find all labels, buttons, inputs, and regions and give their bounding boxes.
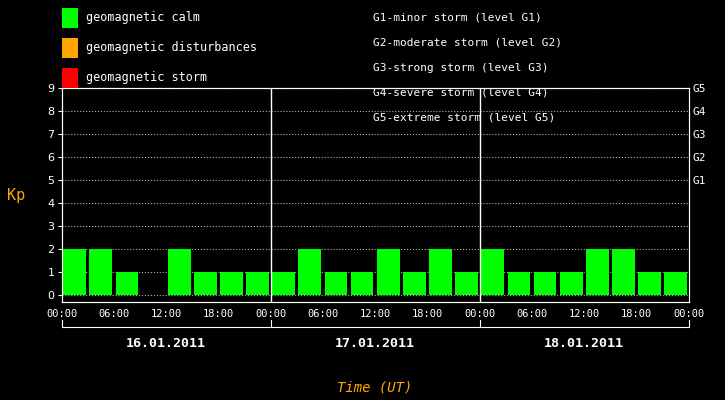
Bar <box>612 249 635 295</box>
Text: G5-extreme storm (level G5): G5-extreme storm (level G5) <box>373 112 555 122</box>
Text: geomagnetic storm: geomagnetic storm <box>86 72 207 84</box>
Bar <box>560 272 582 295</box>
Bar <box>351 272 373 295</box>
Text: G3-strong storm (level G3): G3-strong storm (level G3) <box>373 63 549 73</box>
Text: Kp: Kp <box>7 188 25 202</box>
Text: 16.01.2011: 16.01.2011 <box>126 337 206 350</box>
Bar <box>89 249 112 295</box>
Text: G2-moderate storm (level G2): G2-moderate storm (level G2) <box>373 38 563 48</box>
Text: geomagnetic calm: geomagnetic calm <box>86 12 200 24</box>
Bar <box>534 272 556 295</box>
Text: geomagnetic disturbances: geomagnetic disturbances <box>86 42 257 54</box>
Bar <box>481 249 504 295</box>
Bar <box>63 249 86 295</box>
Bar <box>194 272 217 295</box>
Bar <box>664 272 687 295</box>
Bar <box>507 272 530 295</box>
Bar <box>586 249 609 295</box>
Text: G1-minor storm (level G1): G1-minor storm (level G1) <box>373 13 542 23</box>
Text: 17.01.2011: 17.01.2011 <box>335 337 415 350</box>
Bar <box>115 272 138 295</box>
Text: G4-severe storm (level G4): G4-severe storm (level G4) <box>373 88 549 98</box>
Bar <box>220 272 243 295</box>
Bar <box>429 249 452 295</box>
Bar <box>638 272 661 295</box>
Bar <box>455 272 478 295</box>
Bar <box>299 249 321 295</box>
Bar <box>273 272 295 295</box>
Bar <box>403 272 426 295</box>
Bar <box>377 249 399 295</box>
Text: 18.01.2011: 18.01.2011 <box>544 337 624 350</box>
Bar <box>168 249 191 295</box>
Bar <box>325 272 347 295</box>
Bar <box>247 272 269 295</box>
Text: Time (UT): Time (UT) <box>338 380 413 394</box>
